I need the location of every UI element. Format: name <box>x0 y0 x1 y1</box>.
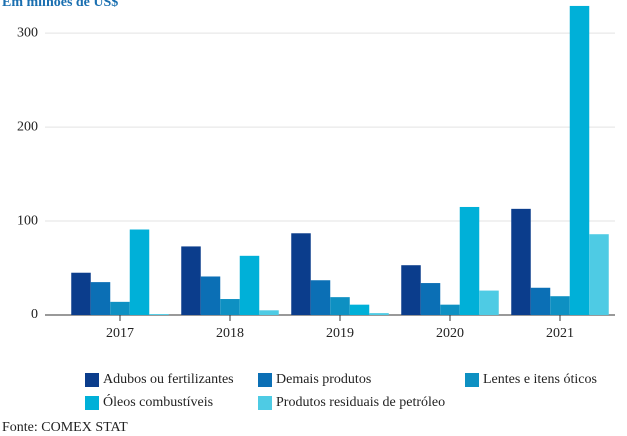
legend-swatch <box>258 373 272 387</box>
bar <box>239 255 260 315</box>
chart-subtitle: Em milhões de US$ <box>2 0 118 10</box>
bar <box>310 280 331 315</box>
bar <box>440 304 460 315</box>
bar <box>149 314 169 315</box>
bar <box>330 297 350 315</box>
y-tick-label: 200 <box>17 119 38 134</box>
bar <box>459 206 480 315</box>
bar <box>530 287 551 315</box>
x-tick-label: 2021 <box>546 326 574 341</box>
bar <box>550 296 570 315</box>
bar <box>511 208 531 315</box>
bar <box>71 272 91 315</box>
bar <box>259 310 279 315</box>
x-tick-label: 2017 <box>106 326 134 341</box>
legend-swatch <box>85 373 99 387</box>
bar <box>291 233 311 315</box>
legend-swatch <box>465 373 479 387</box>
bar <box>369 313 389 315</box>
bar <box>401 265 421 315</box>
bar <box>181 246 201 315</box>
bar <box>420 283 441 315</box>
x-tick-label: 2018 <box>216 326 244 341</box>
bar <box>110 301 130 315</box>
source: Fonte: COMEX STAT <box>2 420 128 435</box>
bar <box>589 234 609 315</box>
legend-label: Demais produtos <box>276 372 371 387</box>
y-tick-label: 100 <box>17 213 38 228</box>
x-tick-label: 2019 <box>326 326 354 341</box>
x-tick-label: 2020 <box>436 326 464 341</box>
legend-label: Óleos combustíveis <box>103 393 213 410</box>
bar <box>200 276 221 315</box>
bar <box>220 299 240 315</box>
bar <box>129 229 150 315</box>
bar <box>569 5 590 316</box>
legend-label: Adubos ou fertilizantes <box>103 372 234 387</box>
legend-swatch <box>85 396 99 410</box>
y-tick-label: 300 <box>17 25 38 40</box>
bar <box>479 290 499 315</box>
legend-label: Lentes e itens óticos <box>483 372 597 387</box>
legend-swatch <box>258 396 272 410</box>
legend-label: Produtos residuais de petróleo <box>276 395 445 410</box>
y-tick-label: 0 <box>31 307 38 322</box>
bar <box>349 304 370 315</box>
bar <box>90 282 111 315</box>
